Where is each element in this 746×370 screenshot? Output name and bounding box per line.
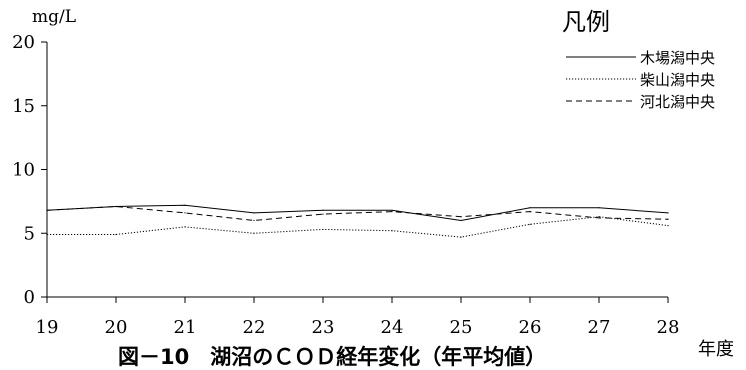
series-3-point (184, 212, 186, 214)
series-2-point (598, 216, 600, 218)
series-3-point (529, 210, 531, 213)
series-line-3 (46, 205, 669, 222)
y-tick-label: 20 (12, 32, 35, 53)
series-3-point (115, 205, 117, 208)
series-line-1 (46, 204, 669, 222)
series-3-point (322, 213, 324, 215)
series-1-point (529, 207, 531, 209)
y-tick-label: 0 (24, 287, 35, 308)
series-2-point (46, 233, 48, 236)
series-2-point (253, 232, 255, 234)
series-3-point (460, 216, 462, 218)
legend-title: 凡例 (562, 8, 610, 36)
series-1-point (460, 219, 462, 222)
series-3-point (667, 218, 669, 220)
series-2-point (529, 223, 531, 225)
series-2-point (115, 233, 117, 236)
series-1-point (184, 204, 186, 206)
series-3-point (46, 209, 48, 211)
x-tick-label: 26 (519, 317, 542, 338)
x-tick-label: 21 (174, 317, 197, 338)
y-axis-unit: mg/L (32, 7, 76, 27)
x-tick-label: 23 (312, 317, 335, 338)
series-2-point (322, 228, 324, 231)
x-tick-label: 19 (36, 317, 59, 338)
x-tick-label: 25 (450, 317, 473, 338)
series-1-point (667, 212, 669, 214)
series-line-2 (47, 216, 669, 238)
x-tick-label: 20 (105, 317, 128, 338)
series-3-point (253, 219, 255, 222)
series-2-point (667, 225, 669, 227)
series-1-point (391, 209, 393, 211)
legend-label-1: 木場潟中央 (640, 49, 715, 67)
chart-title: 図－10 湖沼のＣＯＤ経年変化（年平均値） (118, 345, 546, 369)
x-tick-label: 28 (657, 317, 680, 338)
series-1-point (253, 212, 255, 214)
series-2-point (391, 230, 393, 232)
series-3-point (598, 217, 600, 219)
x-tick-label: 27 (588, 317, 611, 338)
y-tick-label: 15 (12, 96, 35, 117)
series-2-point (184, 226, 186, 228)
legend-label-3: 河北潟中央 (640, 93, 715, 111)
x-tick-label: 24 (381, 317, 404, 338)
series-1-point (322, 209, 324, 211)
legend-label-2: 柴山潟中央 (640, 71, 715, 89)
x-axis-label: 年度 (698, 339, 734, 360)
y-tick-label: 10 (12, 160, 35, 181)
series-2-point (460, 236, 462, 238)
y-tick-label: 5 (24, 223, 35, 244)
x-tick-label: 22 (243, 317, 266, 338)
series-1-point (598, 207, 600, 209)
series-3-point (391, 210, 393, 213)
